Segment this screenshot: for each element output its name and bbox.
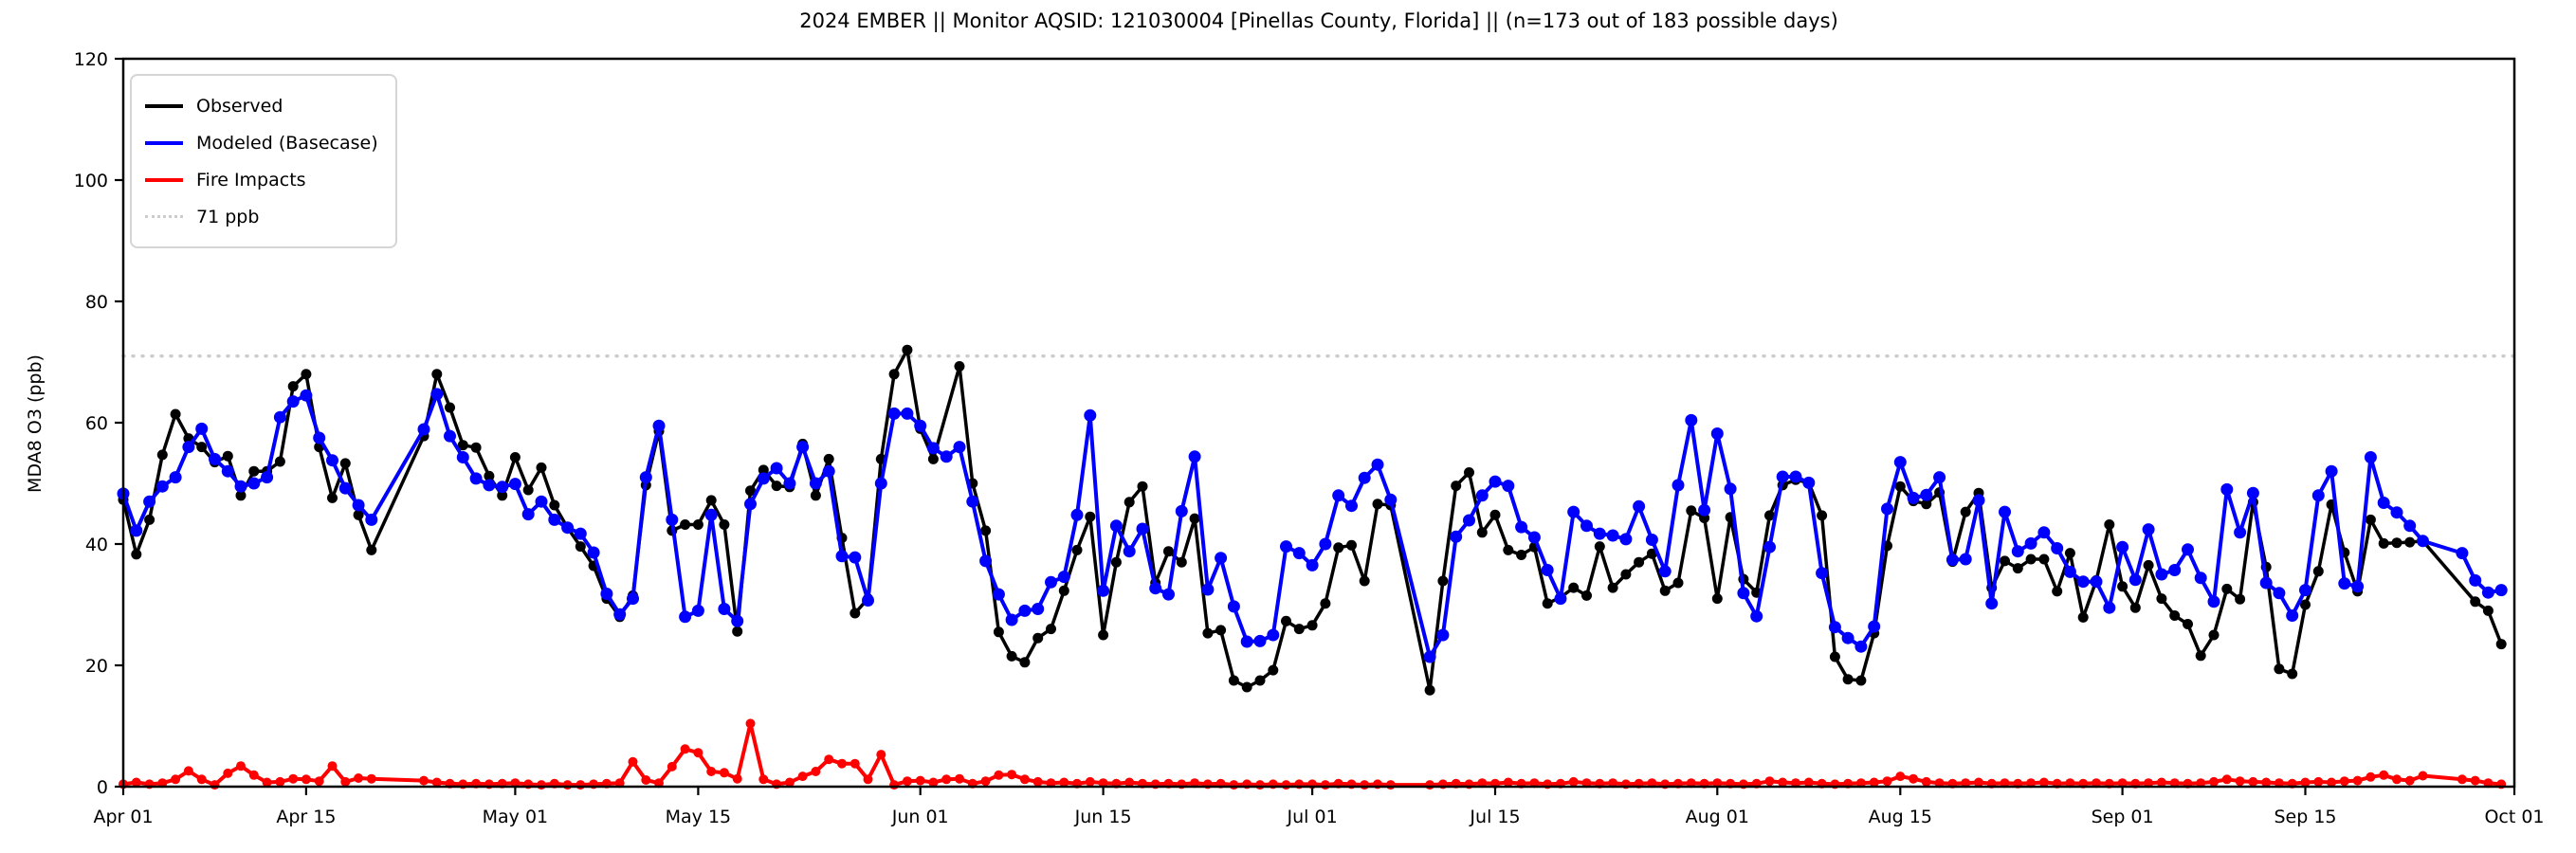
svg-text:Jul 15: Jul 15 bbox=[1469, 807, 1520, 827]
svg-text:Aug 01: Aug 01 bbox=[1686, 807, 1749, 827]
legend-item-modeled: Modeled (Basecase) bbox=[145, 124, 378, 161]
svg-text:Apr 01: Apr 01 bbox=[93, 807, 153, 827]
svg-text:Sep 01: Sep 01 bbox=[2092, 807, 2154, 827]
svg-text:Jul 01: Jul 01 bbox=[1287, 807, 1338, 827]
series-modeled bbox=[117, 388, 2508, 663]
svg-text:Sep 15: Sep 15 bbox=[2274, 807, 2336, 827]
svg-text:0: 0 bbox=[97, 777, 108, 798]
y-axis-ticks: 0 20 40 60 80 100 120 bbox=[74, 49, 123, 798]
legend-item-threshold: 71 ppb bbox=[145, 198, 378, 235]
svg-text:Jun 15: Jun 15 bbox=[1074, 807, 1132, 827]
svg-text:60: 60 bbox=[85, 413, 108, 434]
fire-line-swatch bbox=[145, 177, 183, 182]
svg-text:20: 20 bbox=[85, 656, 108, 677]
svg-text:Apr 15: Apr 15 bbox=[276, 807, 336, 827]
chart-title: 2024 EMBER || Monitor AQSID: 121030004 [… bbox=[799, 9, 1838, 32]
legend: Observed Modeled (Basecase) Fire Impacts… bbox=[130, 74, 397, 248]
svg-text:May 15: May 15 bbox=[666, 807, 732, 827]
legend-item-fire: Fire Impacts bbox=[145, 161, 378, 198]
series-fire bbox=[119, 718, 2507, 790]
svg-text:40: 40 bbox=[85, 535, 108, 555]
svg-text:100: 100 bbox=[74, 171, 108, 191]
legend-item-observed: Observed bbox=[145, 87, 378, 124]
series-observed bbox=[118, 344, 2507, 696]
legend-label: 71 ppb bbox=[196, 206, 260, 227]
svg-text:Oct 01: Oct 01 bbox=[2484, 807, 2544, 827]
modeled-line-swatch bbox=[145, 140, 183, 145]
observed-line-swatch bbox=[145, 103, 183, 108]
threshold-line-swatch bbox=[145, 215, 183, 218]
svg-text:Jun 01: Jun 01 bbox=[891, 807, 949, 827]
svg-text:120: 120 bbox=[74, 49, 108, 70]
legend-label: Observed bbox=[196, 95, 283, 117]
legend-label: Fire Impacts bbox=[196, 169, 306, 191]
x-axis-ticks: Apr 01 Apr 15 May 01 May 15 Jun 01 Jun 15 Jul … bbox=[93, 787, 2545, 827]
svg-text:May 01: May 01 bbox=[483, 807, 549, 827]
svg-text:Aug 15: Aug 15 bbox=[1869, 807, 1932, 827]
axes-frame bbox=[121, 57, 2516, 789]
legend-label: Modeled (Basecase) bbox=[196, 132, 378, 154]
svg-text:80: 80 bbox=[85, 292, 108, 313]
